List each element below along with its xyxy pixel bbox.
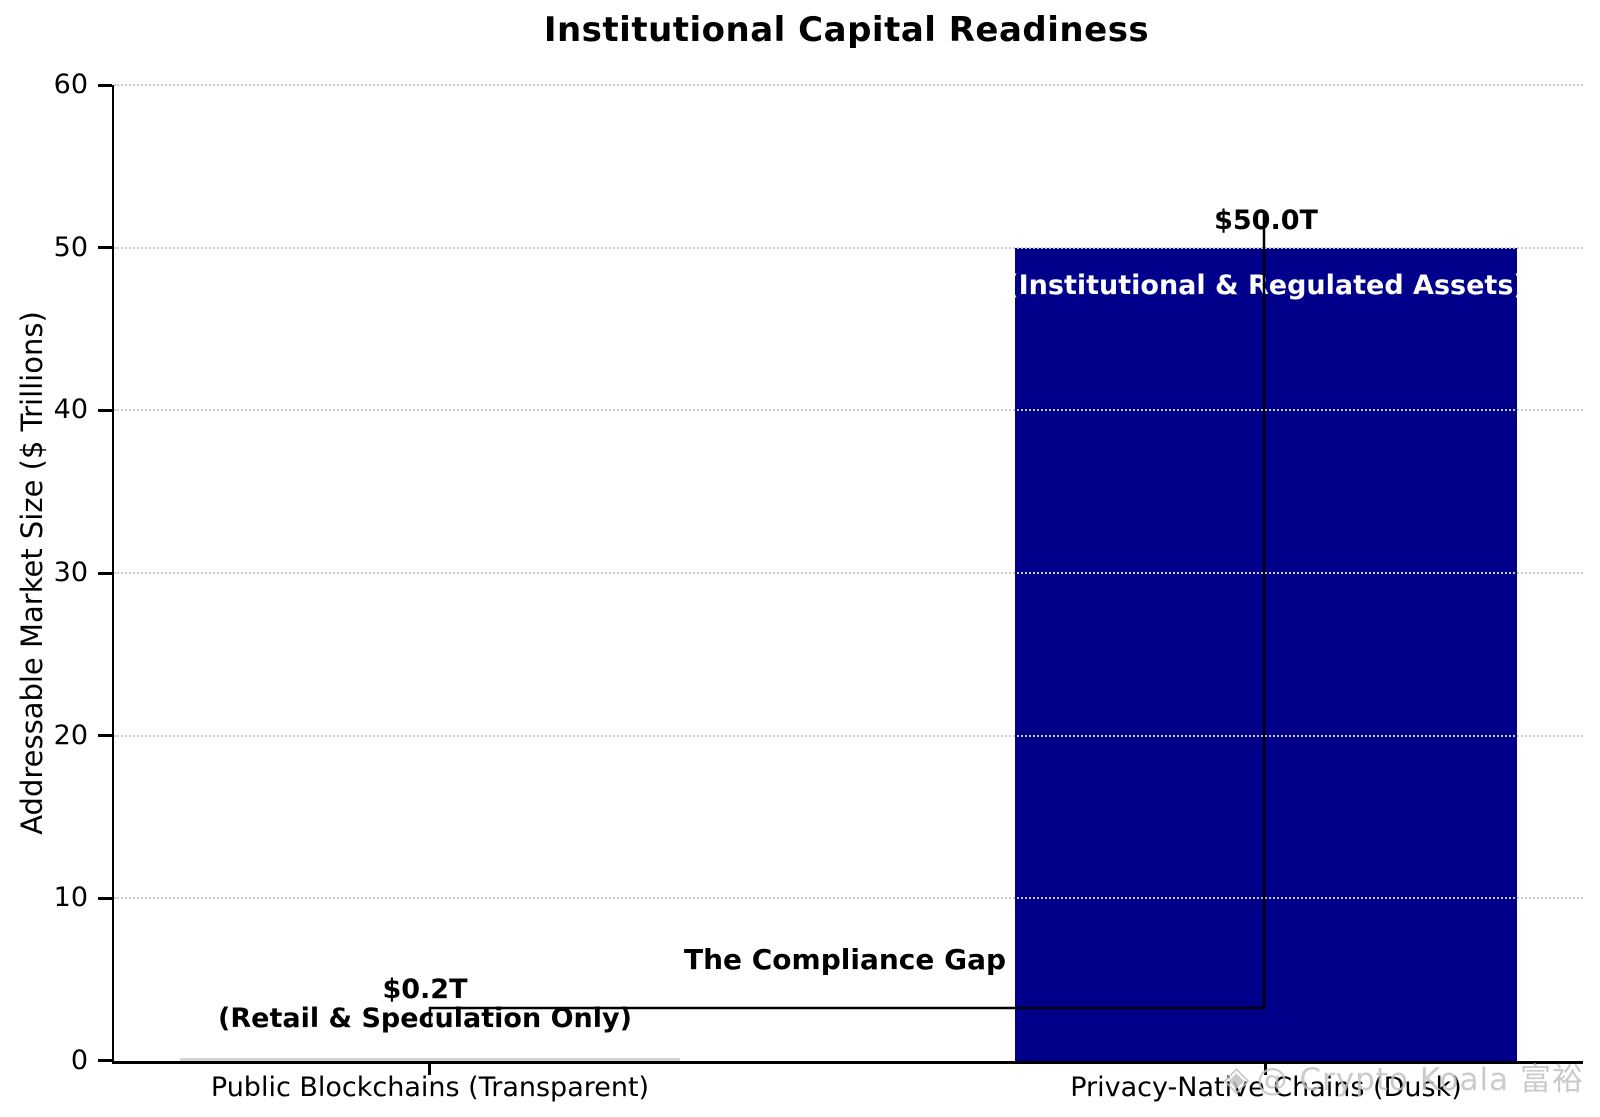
y-tick-mark [98,246,112,249]
y-tick-label: 40 [53,394,88,425]
y-tick-mark [98,897,112,900]
gridline [114,84,1583,86]
x-tick-label-public-blockchains: Public Blockchains (Transparent) [210,1072,650,1103]
y-tick-mark [98,572,112,575]
gridline [114,735,1583,737]
y-tick-label: 30 [53,557,88,588]
watermark: ◈ @ Crypto Koala 富裕 [1223,1054,1584,1099]
bar-public-blockchains [180,1057,680,1061]
y-tick-mark [98,84,112,87]
watermark-text: @ Crypto Koala 富裕 [1256,1062,1584,1098]
gridline [114,409,1583,411]
gridline [114,897,1583,899]
gem-diamond-icon: ◈ [1223,1059,1251,1099]
y-tick-label: 10 [53,882,88,913]
y-tick-label: 60 [53,69,88,100]
y-tick-label: 20 [53,720,88,751]
y-tick-mark [98,1059,112,1062]
bar-sublabel-large: (Institutional & Regulated Assets) [1006,270,1526,301]
y-tick-label: 0 [70,1045,88,1076]
y-tick-label: 50 [53,232,88,263]
gridline [114,247,1583,249]
y-tick-mark [98,734,112,737]
chart-title: Institutional Capital Readiness [543,10,1150,50]
bar-value-label-large: $50.0T [1214,205,1318,236]
x-tick-mark [1264,1064,1267,1075]
gridline [114,572,1583,574]
x-tick-label-privacy-native: Privacy-Native Chains (Dusk) [1070,1072,1462,1103]
y-tick-mark [98,409,112,412]
bar-value-label-small: $0.2T [382,974,468,1005]
bar-sublabel-small: (Retail & Speculation Only) [218,1003,632,1034]
x-tick-mark [428,1064,431,1075]
compliance-gap-annotation-label: The Compliance Gap [683,943,1007,976]
bar-privacy-native-chains [1015,247,1517,1061]
